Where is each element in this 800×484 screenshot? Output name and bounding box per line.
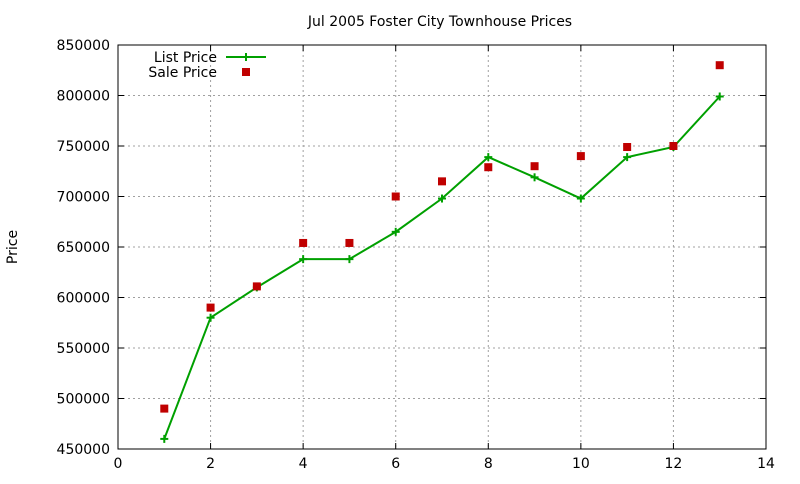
sale-price-point — [530, 162, 539, 171]
x-tick-label: 6 — [391, 456, 400, 472]
y-tick-label: 600000 — [57, 291, 110, 307]
sale-price-point — [576, 152, 585, 161]
list-price-point — [623, 153, 632, 162]
x-tick-label: 14 — [757, 456, 775, 472]
sale-price-point — [160, 404, 169, 413]
axes — [117, 44, 767, 450]
sale-price-point — [623, 143, 632, 152]
x-tick-label: 2 — [206, 456, 215, 472]
list-price-point — [530, 173, 539, 182]
tick-labels: 0 2 4 6 8 10 12 14 450000 500000 550000 600000 65000… — [57, 38, 775, 472]
x-tick-label: 8 — [484, 456, 493, 472]
y-axis-label: Price — [5, 230, 21, 264]
series-sale-price — [160, 61, 724, 413]
sale-price-point — [206, 303, 215, 312]
x-tick-label: 0 — [114, 456, 123, 472]
y-tick-label: 700000 — [57, 190, 110, 206]
chart-title: Jul 2005 Foster City Townhouse Prices — [307, 14, 572, 30]
legend-label: Sale Price — [148, 65, 217, 81]
y-tick-label: 500000 — [57, 392, 110, 408]
sale-price-point — [252, 282, 261, 291]
legend-marker — [242, 68, 250, 76]
series — [160, 61, 724, 443]
legend-marker — [242, 53, 250, 61]
sale-price-point — [299, 238, 308, 247]
y-tick-label: 750000 — [57, 139, 110, 155]
series-list-price — [160, 92, 724, 443]
list-price-point — [576, 194, 585, 203]
list-price-point — [206, 313, 215, 322]
y-tick-label: 800000 — [57, 89, 110, 105]
y-tick-label: 550000 — [57, 341, 110, 357]
list-price-point — [715, 92, 724, 101]
x-tick-label: 4 — [299, 456, 308, 472]
sale-price-point — [391, 192, 400, 201]
list-price-point — [160, 434, 169, 443]
x-tick-label: 10 — [572, 456, 590, 472]
list-price-point — [438, 194, 446, 203]
legend-label: List Price — [154, 50, 217, 66]
y-tick-label: 450000 — [57, 442, 110, 458]
sale-price-point — [484, 163, 493, 172]
sale-price-point — [669, 142, 678, 150]
grid — [118, 45, 766, 449]
x-tick-label: 12 — [665, 456, 683, 472]
legend-item-sale-price: Sale Price — [148, 65, 250, 81]
list-price-point — [299, 255, 308, 264]
sale-price-point — [438, 177, 446, 186]
y-tick-label: 850000 — [57, 38, 110, 54]
y-tick-label: 650000 — [57, 240, 110, 256]
sale-price-point — [345, 238, 354, 247]
list-price-point — [391, 227, 400, 236]
list-price-line — [163, 95, 721, 440]
sale-price-point — [715, 61, 724, 70]
list-price-point — [345, 255, 354, 264]
legend-item-list-price: List Price — [154, 50, 266, 66]
list-price-point — [484, 153, 493, 162]
